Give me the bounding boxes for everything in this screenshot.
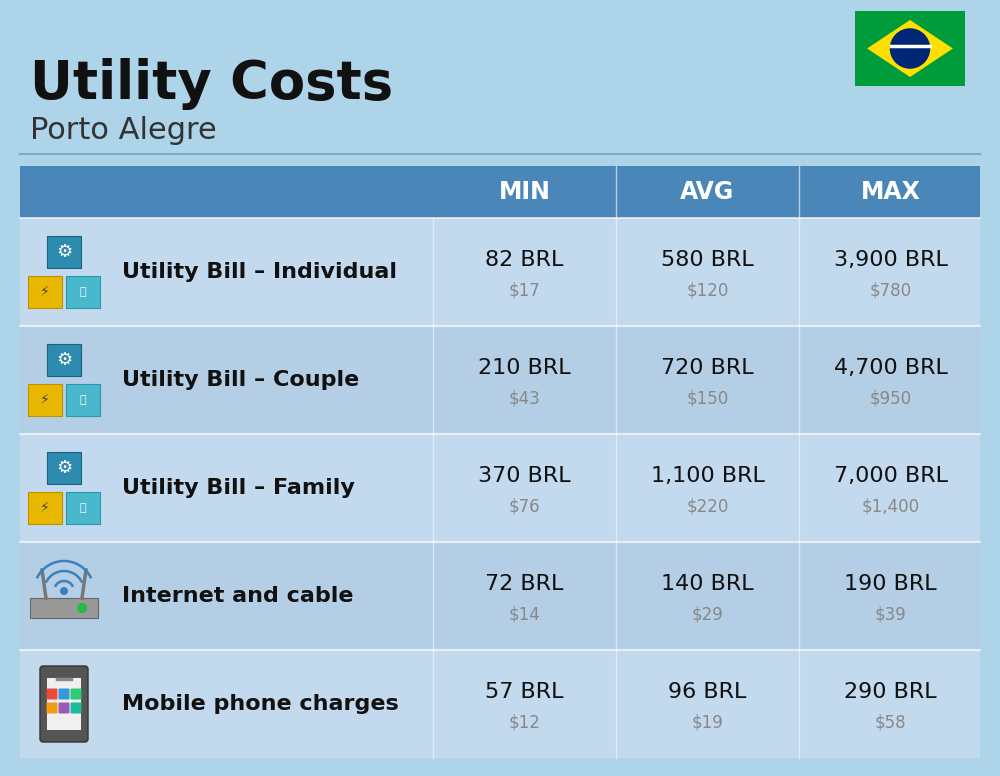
Text: 140 BRL: 140 BRL xyxy=(661,574,754,594)
FancyBboxPatch shape xyxy=(30,598,98,618)
Text: 🚿: 🚿 xyxy=(80,395,86,405)
Text: MAX: MAX xyxy=(861,180,920,204)
Text: 580 BRL: 580 BRL xyxy=(661,250,754,270)
Text: Utility Costs: Utility Costs xyxy=(30,58,393,110)
Text: 57 BRL: 57 BRL xyxy=(485,682,564,702)
Text: 1,100 BRL: 1,100 BRL xyxy=(651,466,764,486)
Text: Mobile phone charges: Mobile phone charges xyxy=(122,694,399,714)
FancyBboxPatch shape xyxy=(40,666,88,742)
Text: 190 BRL: 190 BRL xyxy=(844,574,937,594)
Text: $1,400: $1,400 xyxy=(861,497,920,515)
Text: $17: $17 xyxy=(509,281,540,299)
Circle shape xyxy=(890,28,930,69)
FancyBboxPatch shape xyxy=(46,688,58,699)
FancyBboxPatch shape xyxy=(20,434,980,542)
FancyBboxPatch shape xyxy=(47,236,81,268)
Circle shape xyxy=(77,603,87,613)
Text: $19: $19 xyxy=(692,713,723,731)
Text: Porto Alegre: Porto Alegre xyxy=(30,116,217,145)
FancyBboxPatch shape xyxy=(58,688,70,699)
Text: ⚙: ⚙ xyxy=(56,351,72,369)
Text: AVG: AVG xyxy=(680,180,735,204)
Text: $39: $39 xyxy=(875,605,906,623)
Text: 🚿: 🚿 xyxy=(80,503,86,513)
Text: 720 BRL: 720 BRL xyxy=(661,358,754,378)
Text: 210 BRL: 210 BRL xyxy=(478,358,571,378)
Text: $14: $14 xyxy=(509,605,540,623)
Text: ⚙: ⚙ xyxy=(56,459,72,477)
Text: 7,000 BRL: 7,000 BRL xyxy=(834,466,948,486)
Text: 72 BRL: 72 BRL xyxy=(485,574,564,594)
Text: $12: $12 xyxy=(509,713,540,731)
Text: 4,700 BRL: 4,700 BRL xyxy=(834,358,947,378)
Text: $120: $120 xyxy=(686,281,729,299)
FancyBboxPatch shape xyxy=(46,702,58,713)
FancyBboxPatch shape xyxy=(66,384,100,416)
Circle shape xyxy=(60,587,68,595)
Text: 96 BRL: 96 BRL xyxy=(668,682,747,702)
Text: $220: $220 xyxy=(686,497,729,515)
FancyBboxPatch shape xyxy=(28,492,62,524)
Polygon shape xyxy=(867,20,953,77)
FancyBboxPatch shape xyxy=(855,11,965,86)
FancyBboxPatch shape xyxy=(20,542,980,650)
FancyBboxPatch shape xyxy=(20,166,980,218)
FancyBboxPatch shape xyxy=(47,678,81,730)
FancyBboxPatch shape xyxy=(66,276,100,308)
Text: $29: $29 xyxy=(692,605,723,623)
FancyBboxPatch shape xyxy=(58,702,70,713)
Text: ⚡: ⚡ xyxy=(40,393,50,407)
Text: Utility Bill – Individual: Utility Bill – Individual xyxy=(122,262,397,282)
Text: Utility Bill – Family: Utility Bill – Family xyxy=(122,478,355,498)
Text: 82 BRL: 82 BRL xyxy=(485,250,564,270)
Text: $780: $780 xyxy=(869,281,912,299)
Text: 290 BRL: 290 BRL xyxy=(844,682,937,702)
Text: $43: $43 xyxy=(509,389,540,407)
Text: MIN: MIN xyxy=(499,180,550,204)
FancyBboxPatch shape xyxy=(70,702,82,713)
FancyBboxPatch shape xyxy=(28,276,62,308)
Text: $950: $950 xyxy=(869,389,912,407)
FancyBboxPatch shape xyxy=(20,218,980,326)
Text: ⚡: ⚡ xyxy=(40,285,50,299)
Text: 3,900 BRL: 3,900 BRL xyxy=(834,250,947,270)
Text: Utility Bill – Couple: Utility Bill – Couple xyxy=(122,370,359,390)
Text: $58: $58 xyxy=(875,713,906,731)
FancyBboxPatch shape xyxy=(20,650,980,758)
Text: $76: $76 xyxy=(509,497,540,515)
FancyBboxPatch shape xyxy=(66,492,100,524)
FancyBboxPatch shape xyxy=(20,326,980,434)
Text: 370 BRL: 370 BRL xyxy=(478,466,571,486)
FancyBboxPatch shape xyxy=(47,452,81,484)
FancyBboxPatch shape xyxy=(70,688,82,699)
FancyBboxPatch shape xyxy=(47,344,81,376)
Text: 🚿: 🚿 xyxy=(80,287,86,297)
Text: Internet and cable: Internet and cable xyxy=(122,586,354,606)
Text: ⚡: ⚡ xyxy=(40,501,50,515)
FancyBboxPatch shape xyxy=(28,384,62,416)
Text: ⚙: ⚙ xyxy=(56,243,72,261)
Text: $150: $150 xyxy=(686,389,729,407)
